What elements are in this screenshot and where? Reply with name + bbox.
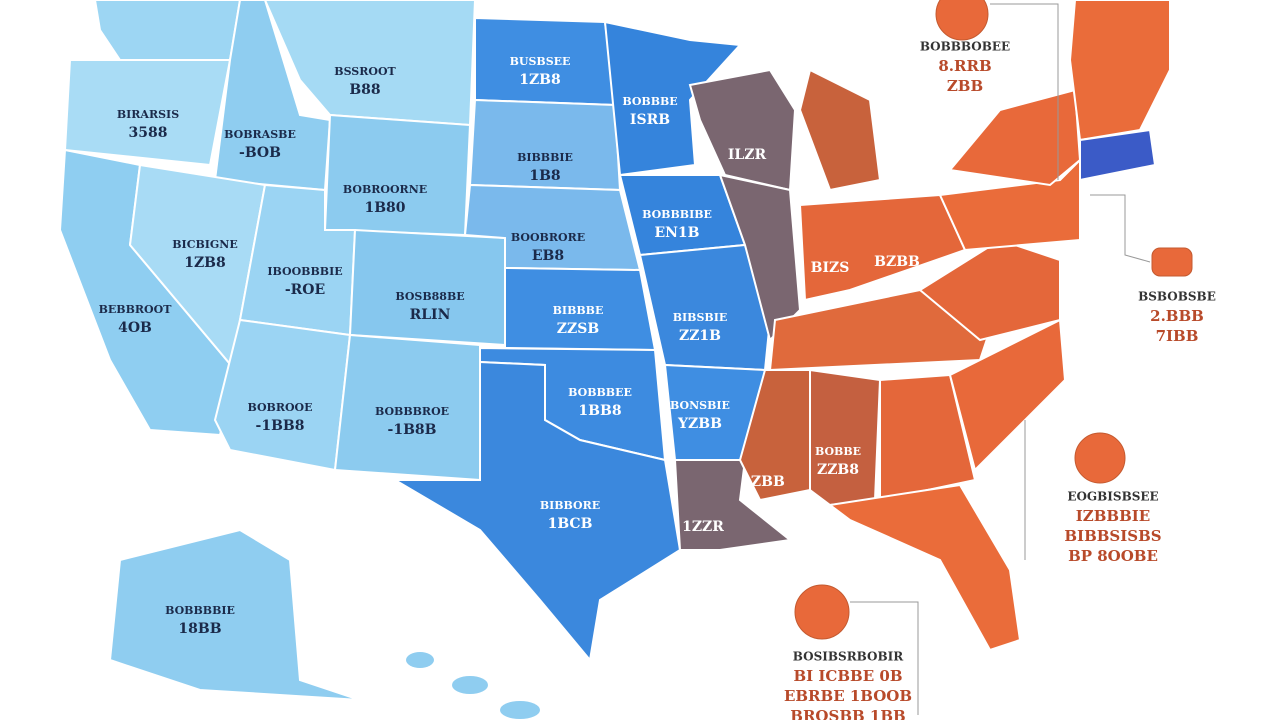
- state: [213, 318, 352, 472]
- region-value: ZZSB: [557, 321, 600, 337]
- region-value: 1BB8: [578, 403, 621, 419]
- leader-line: [850, 601, 919, 715]
- state: [391, 360, 682, 663]
- island: [500, 701, 540, 719]
- region-label: BOSB88BE: [395, 290, 464, 303]
- region-value: 1BCB: [548, 516, 593, 532]
- state: [108, 528, 361, 701]
- island: [406, 652, 434, 668]
- region-value: 4OB: [118, 320, 152, 336]
- region-label: BIBSBIE: [673, 311, 728, 324]
- state: [348, 228, 506, 347]
- region-value: 18BB: [178, 621, 221, 637]
- callout-text: IZBBBIE: [1076, 507, 1150, 525]
- callout-icon: [1074, 432, 1126, 484]
- region-value: ZZB8: [817, 462, 859, 478]
- labels: BIRARSIS 3588 BSSROOT B88 BOBRASBE -BOB BOBROO…: [99, 40, 1216, 720]
- state-value: 1ZBB: [741, 474, 785, 490]
- leader-line: [990, 3, 1059, 180]
- state: [809, 368, 882, 507]
- callout-text: BOBBBOBEE: [920, 40, 1010, 54]
- state: [1068, 0, 1171, 142]
- callout-icon: [794, 584, 850, 640]
- region-label: BICBIGNE: [172, 238, 237, 251]
- callout-text: EBRBE 1BOOB: [784, 687, 912, 705]
- callout-text: 8.RRB: [938, 57, 991, 75]
- region-value: 1B80: [364, 200, 405, 216]
- region-label: BIBBBIE: [517, 151, 573, 164]
- region-value: -1BB8: [256, 418, 305, 434]
- region-value: 1ZB8: [519, 72, 561, 88]
- region-value: 1ZB8: [184, 255, 226, 271]
- region-label: BOBBBEE: [568, 386, 632, 399]
- region-label: BUSBSEE: [510, 55, 571, 68]
- region-value: 1B8: [529, 168, 560, 184]
- leader-line: [1090, 194, 1151, 263]
- region-label: BOBBBE: [622, 95, 677, 108]
- region-label: BOOBRORE: [511, 231, 585, 244]
- region-value: ISRB: [630, 112, 670, 128]
- callout-text: BROSBB 1BB: [790, 707, 905, 720]
- region-label: BEBBROOT: [99, 303, 173, 316]
- callout-text: BI ICBBE 0B: [794, 667, 903, 685]
- state: [948, 88, 1082, 187]
- region-value: EB8: [532, 248, 564, 264]
- state: [948, 318, 1067, 472]
- callout-text: BP 8OOBE: [1068, 547, 1158, 565]
- state: [798, 68, 882, 192]
- region-label: BOBBBBIE: [165, 604, 235, 617]
- state: [63, 59, 232, 167]
- region-value: ZZ1B: [679, 328, 721, 344]
- region-value: EN1B: [654, 225, 699, 241]
- region-label: BONSBIE: [670, 399, 730, 412]
- state: [827, 483, 1022, 652]
- region-label: BOBBBROE: [375, 405, 449, 418]
- region-value: RLIN: [410, 307, 451, 323]
- callout-icon: [1151, 247, 1193, 277]
- states: [58, 0, 1171, 719]
- state-value: 1ZZR: [682, 519, 724, 535]
- state: [1079, 128, 1157, 182]
- state: [323, 113, 472, 237]
- region-value: B88: [349, 82, 380, 98]
- callout-text: EOGBISBSEE: [1067, 490, 1158, 504]
- callout-text: 7IBB: [1156, 327, 1199, 345]
- region-label: BIBBBE: [553, 304, 604, 317]
- region-label: BOBROORNE: [343, 183, 427, 196]
- state-value: BIZS: [811, 260, 850, 276]
- region-label: BOBRASBE: [224, 128, 296, 141]
- callout-text: ZBB: [947, 77, 983, 95]
- region-value: -1B8B: [388, 422, 437, 438]
- callout-decor: [794, 0, 1193, 715]
- region-label: IBOOBBBIE: [267, 265, 342, 278]
- callout-text: BOSIBSRBOBIR: [793, 650, 904, 664]
- state-value: BZBB: [874, 254, 920, 270]
- callout-text: BSBOBSBE: [1138, 290, 1216, 304]
- island: [452, 676, 488, 694]
- callout-icon: [935, 0, 989, 41]
- callout-text: BIBBSISBS: [1064, 527, 1161, 545]
- region-label: BOBBBIBE: [642, 208, 712, 221]
- region-label: BIRARSIS: [117, 108, 179, 121]
- state: [93, 0, 242, 61]
- region-label: BOBROOE: [247, 401, 312, 414]
- region-label: BOBBE: [815, 445, 861, 458]
- region-label: BIBBORE: [540, 499, 600, 512]
- region-value: -ROE: [285, 282, 325, 298]
- region-value: 3588: [129, 125, 168, 141]
- region-value: -BOB: [239, 145, 281, 161]
- state: [688, 68, 797, 192]
- region-value: YZBB: [677, 416, 722, 432]
- state: [638, 243, 772, 372]
- state: [879, 373, 977, 502]
- state-value: ILZR: [728, 147, 767, 163]
- region-label: BSSROOT: [334, 65, 396, 78]
- callout-text: 2.BBB: [1150, 307, 1204, 325]
- state: [738, 369, 811, 502]
